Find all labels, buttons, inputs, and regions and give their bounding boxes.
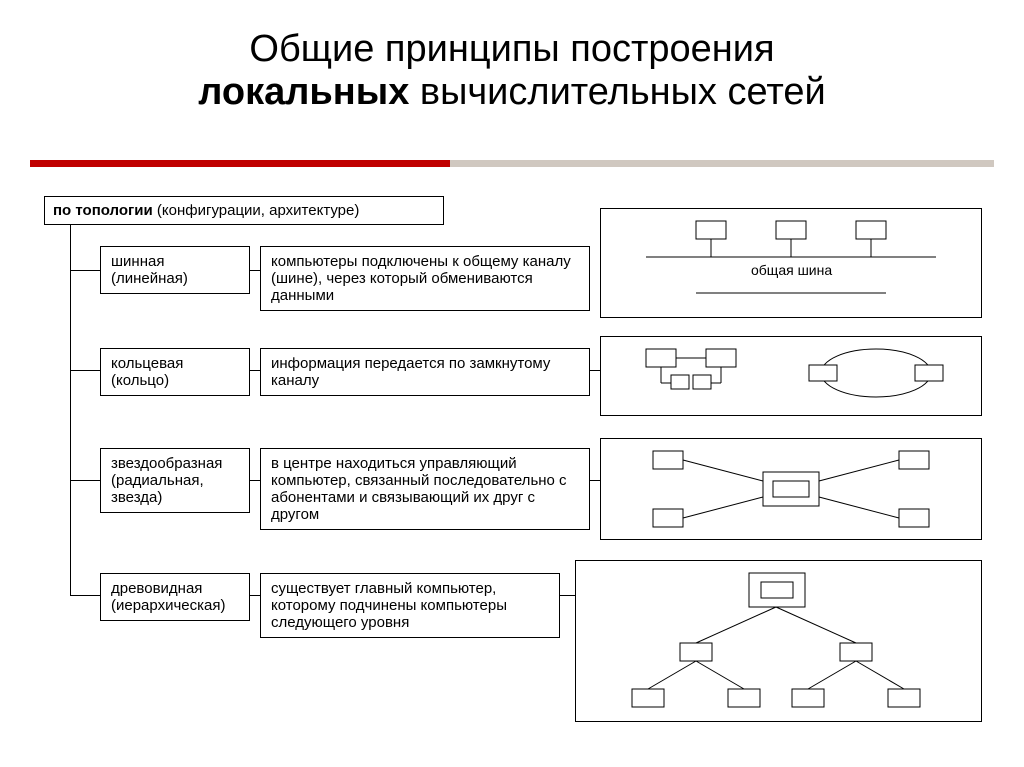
topology-desc-bus: компьютеры подключены к общему каналу (ш… xyxy=(260,246,590,311)
ring-svg xyxy=(601,337,981,415)
topology-header-rest: (конфигурации, архитектуре) xyxy=(153,202,360,219)
branch-3 xyxy=(70,480,100,481)
conn-3b xyxy=(590,480,600,481)
conn-4b xyxy=(560,595,575,596)
branch-4 xyxy=(70,595,100,596)
conn-4a xyxy=(250,595,260,596)
conn-2a xyxy=(250,370,260,371)
title-line1: Общие принципы построения xyxy=(0,28,1024,71)
diagram-ring xyxy=(600,336,982,416)
conn-1a xyxy=(250,270,260,271)
topology-name-tree: древовидная (иерархическая) xyxy=(100,573,250,621)
topology-header-bold: по топологии xyxy=(53,202,153,219)
branch-2 xyxy=(70,370,100,371)
diagram-star xyxy=(600,438,982,540)
bus-label: общая шина xyxy=(751,262,832,278)
conn-3a xyxy=(250,480,260,481)
slide-title: Общие принципы построения локальных вычи… xyxy=(0,0,1024,124)
tree-svg xyxy=(576,561,981,721)
accent-bar-red xyxy=(30,160,450,167)
branch-1 xyxy=(70,270,100,271)
trunk-line xyxy=(70,225,71,595)
topology-name-ring: кольцевая (кольцо) xyxy=(100,348,250,396)
bus-svg: общая шина xyxy=(601,209,981,317)
topology-desc-star: в центре находиться управляющий компьюте… xyxy=(260,448,590,530)
star-svg xyxy=(601,439,981,539)
conn-2b xyxy=(590,370,600,371)
title-bold-word: локальных xyxy=(198,71,409,113)
diagram-bus: общая шина xyxy=(600,208,982,318)
topology-name-bus: шинная (линейная) xyxy=(100,246,250,294)
title-rest: вычислительных сетей xyxy=(409,71,825,113)
topology-name-star: звездообразная (радиальная, звезда) xyxy=(100,448,250,513)
accent-bar-gray xyxy=(450,160,994,167)
topology-desc-tree: существует главный компьютер, которому п… xyxy=(260,573,560,638)
topology-header: по топологии (конфигурации, архитектуре) xyxy=(44,196,444,225)
diagram-tree xyxy=(575,560,982,722)
title-line2: локальных вычислительных сетей xyxy=(0,71,1024,114)
topology-desc-ring: информация передается по замкнутому кана… xyxy=(260,348,590,396)
